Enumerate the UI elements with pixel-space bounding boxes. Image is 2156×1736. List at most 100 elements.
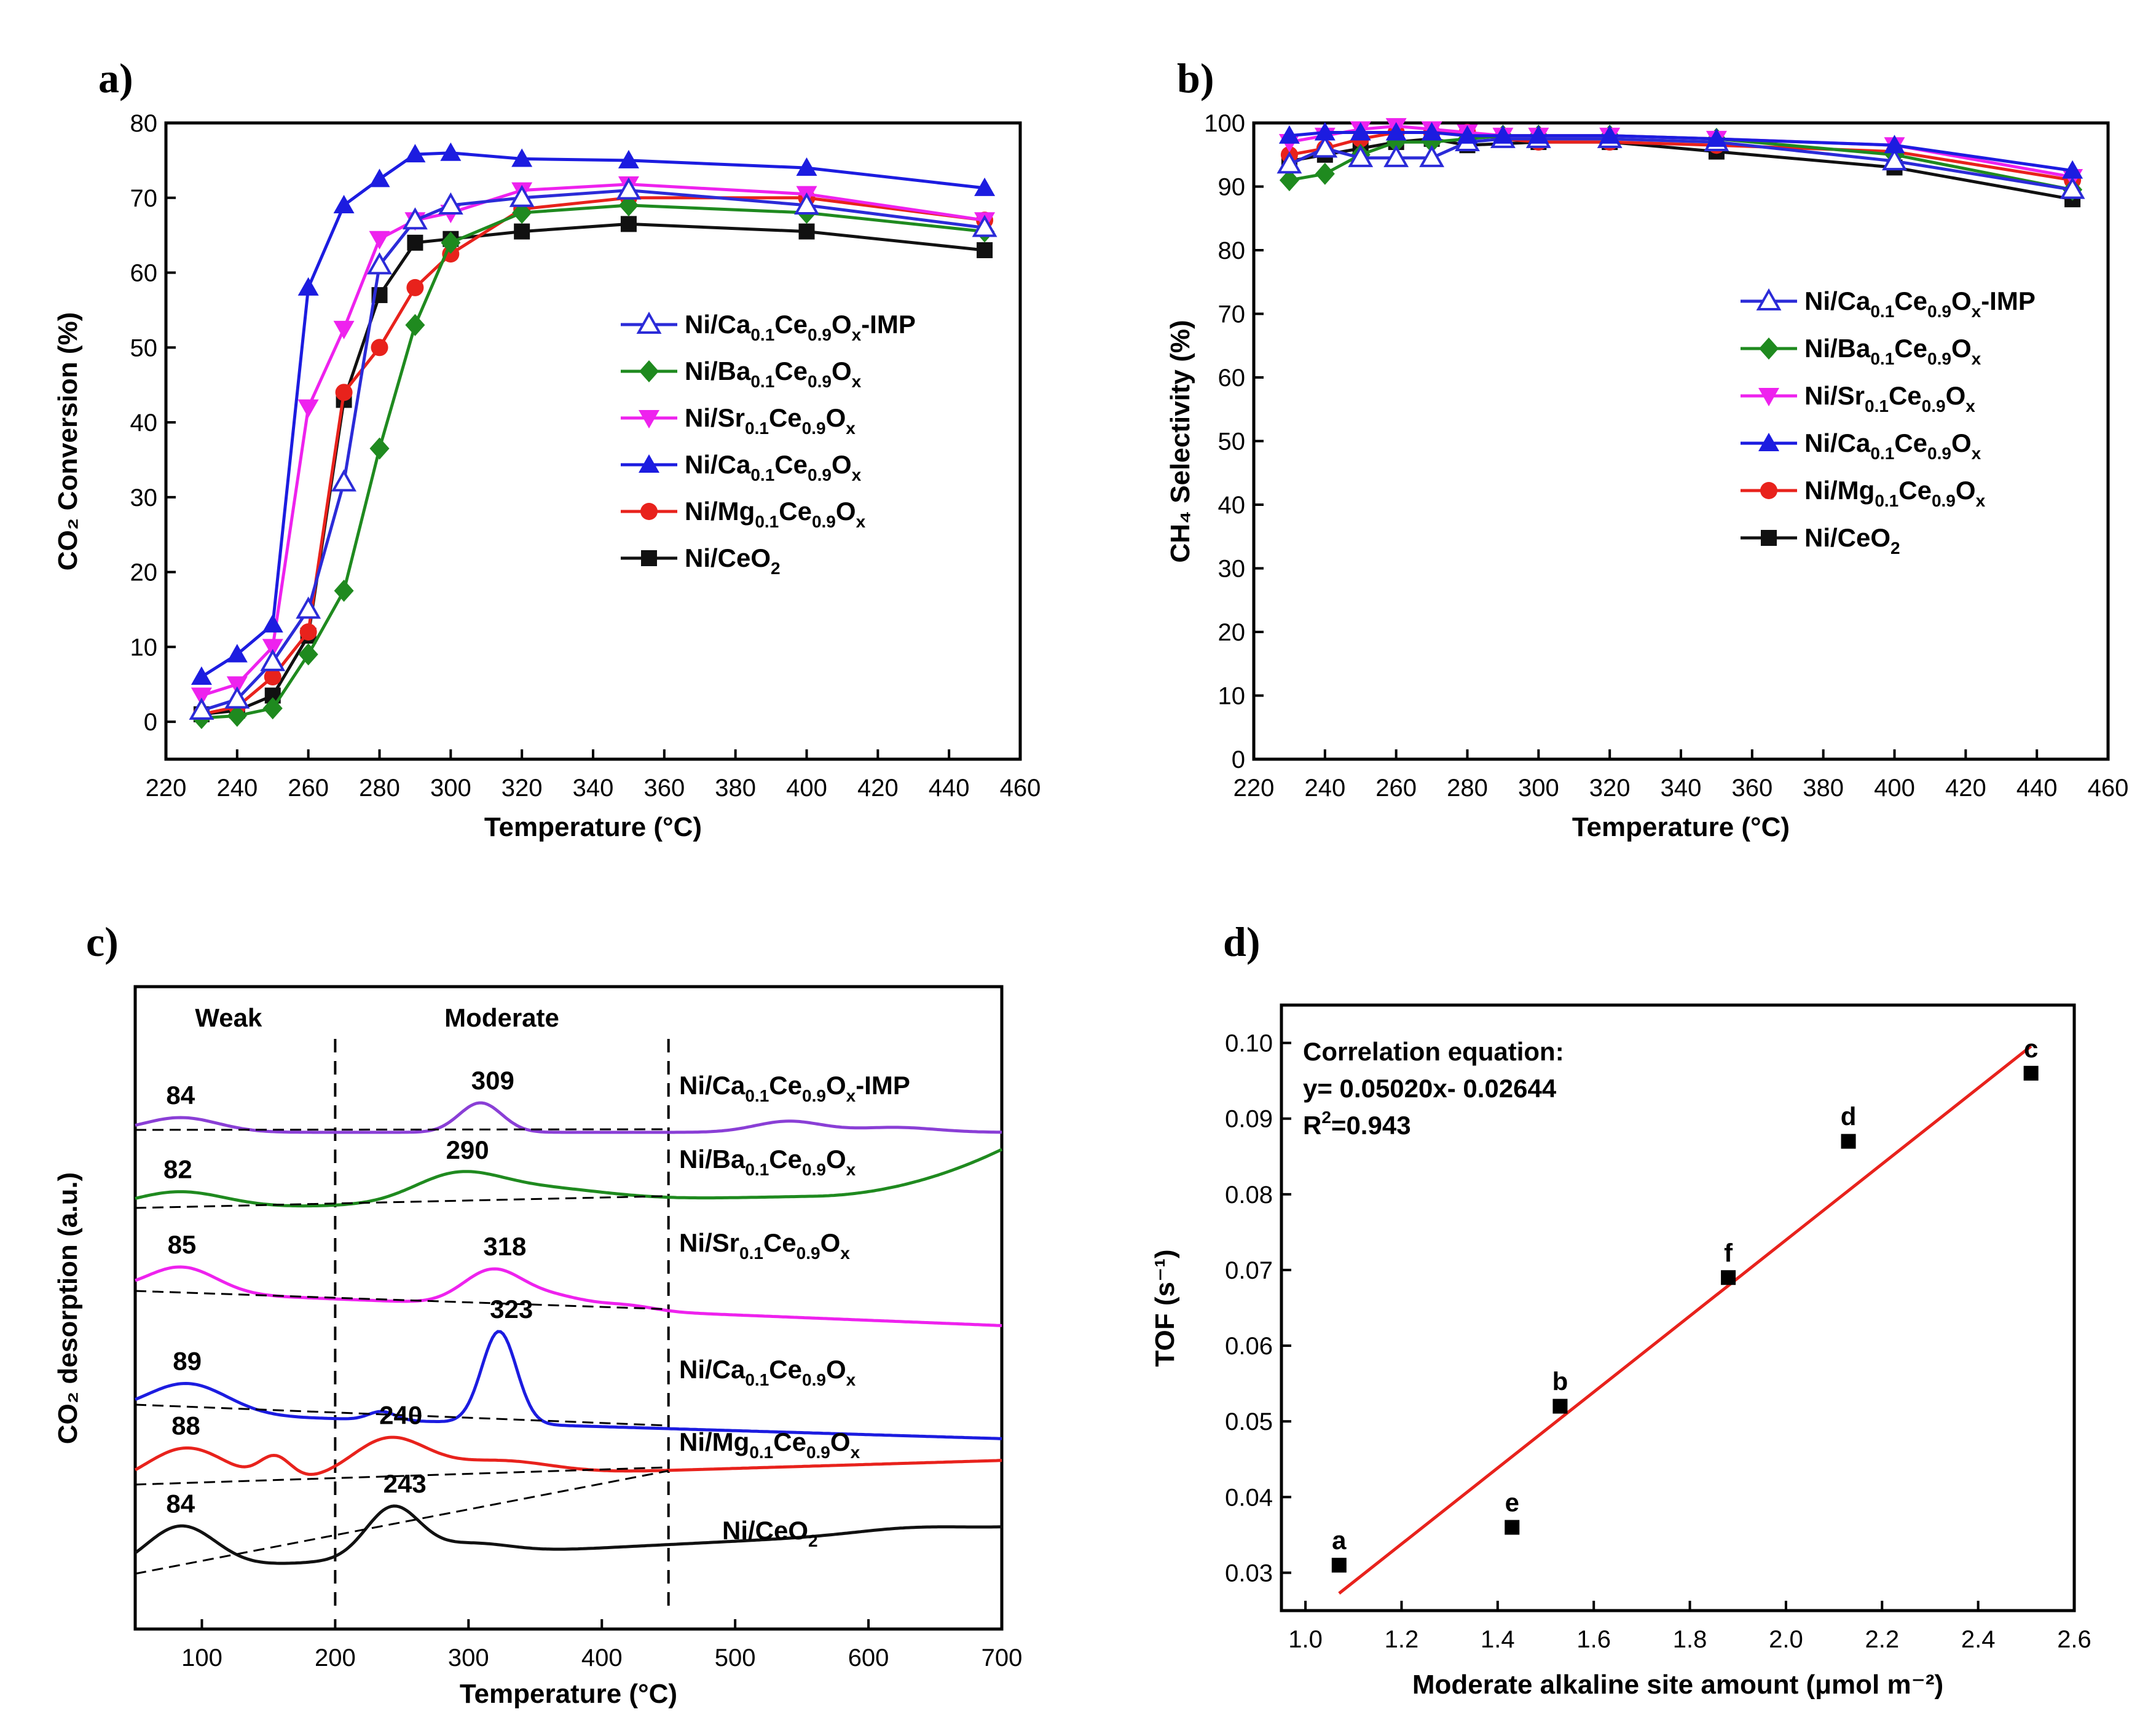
data-point xyxy=(620,216,637,232)
legend-label: Ni/Sr0.1​Ce0.9​Ox​ xyxy=(679,1228,850,1263)
label-part: Ni/CeO xyxy=(722,1516,808,1545)
scatter-point xyxy=(1552,1399,1568,1414)
panel-b-label: b) xyxy=(1177,55,1214,101)
label-part: Ni/Sr xyxy=(1804,381,1865,410)
x-tick-label: 2.6 xyxy=(2057,1626,2091,1653)
subscript: 0.9 xyxy=(802,419,826,438)
baseline xyxy=(135,1128,669,1131)
y-tick-label: 50 xyxy=(1218,428,1246,456)
scatter-point xyxy=(1331,1558,1347,1573)
x-tick-label: 700 xyxy=(982,1644,1023,1671)
data-point xyxy=(264,668,281,686)
data-point xyxy=(1348,144,1374,167)
data-point xyxy=(440,142,462,161)
scatter-point xyxy=(1841,1134,1856,1149)
x-tick-label: 420 xyxy=(857,775,899,802)
data-point xyxy=(402,207,428,230)
panel-d: d) 1.0 1.2 1.4 1.6 1.8 2.0 2.2 2.4 2.6 0.03 0.04 0.… xyxy=(1150,918,2091,1700)
label-part: -IMP xyxy=(856,1071,910,1100)
scatter-point xyxy=(1721,1270,1736,1285)
panel-b-ylabel: CH₄ Selectivity (%) xyxy=(1165,320,1195,562)
legend-label: Ni/Ca0.1​Ce0.9​Ox​-IMP xyxy=(679,1071,910,1105)
data-point xyxy=(798,223,815,240)
y-tick-label: 0 xyxy=(1232,746,1245,773)
subscript: 0.1 xyxy=(749,1443,773,1462)
peak-label: 290 xyxy=(446,1135,489,1164)
label-part: Ni/Ca xyxy=(1804,428,1871,457)
label-part: O xyxy=(1951,286,1972,315)
subscript: 0.9 xyxy=(812,512,836,531)
baseline xyxy=(135,1195,669,1209)
data-point xyxy=(1315,162,1335,185)
panel-d-annotation-line1: Correlation equation: xyxy=(1303,1037,1564,1066)
x-tick-label: 2.4 xyxy=(1961,1626,1996,1653)
label-part: Ni/Ca xyxy=(679,1071,746,1100)
y-tick-label: 70 xyxy=(1218,301,1246,328)
label-part: O xyxy=(1946,381,1966,410)
x-tick-label: 440 xyxy=(2016,775,2058,802)
panel-d-frame xyxy=(1280,1003,2076,1612)
label-part: O xyxy=(1956,476,1976,505)
y-tick-label: 40 xyxy=(130,409,158,436)
subscript: x xyxy=(852,465,862,484)
tpd-curve xyxy=(135,1101,1002,1134)
panel-d-ticks: 1.0 1.2 1.4 1.6 1.8 2.0 2.2 2.4 2.6 0.03 0.04 0.05 0… xyxy=(1225,1030,2091,1653)
x-tick-label: 100 xyxy=(181,1644,222,1671)
data-point xyxy=(1457,125,1478,144)
data-point xyxy=(796,157,817,176)
x-tick-label: 280 xyxy=(1447,775,1488,802)
subscript: 0.9 xyxy=(1927,302,1951,321)
subscript: x xyxy=(846,1370,856,1389)
panel-c: c) 100 200 300 400 500 600 700 Weak Moderate 84… xyxy=(53,918,1022,1709)
y-tick-label: 0.04 xyxy=(1225,1484,1273,1511)
series-line xyxy=(201,183,985,697)
label-part: O xyxy=(1951,428,1972,457)
fit-line xyxy=(1338,1044,2032,1595)
data-point xyxy=(1882,148,1907,171)
panel-b-series xyxy=(1277,118,2085,208)
label-part: Ni/Ca xyxy=(1804,286,1871,315)
panel-c-dividers: Weak Moderate xyxy=(195,1003,670,1611)
label-part: Ce xyxy=(1889,381,1922,410)
label-part: Ce xyxy=(763,1228,797,1257)
subscript: 0.1 xyxy=(745,1160,769,1179)
panel-c-ylabel: CO₂ desorption (a.u.) xyxy=(53,1172,83,1444)
subscript: 0.1 xyxy=(1875,491,1898,510)
point-label: d xyxy=(1841,1102,1857,1131)
peak-label: 89 xyxy=(173,1347,202,1376)
label-part: Ni/CeO xyxy=(1804,523,1890,552)
label-part: O xyxy=(830,1427,851,1456)
label-part: O xyxy=(832,310,852,339)
point-label: e xyxy=(1505,1488,1519,1517)
panel-c-frame xyxy=(133,985,1004,1631)
series-line xyxy=(201,222,985,716)
x-tick-label: 1.0 xyxy=(1288,1626,1323,1653)
data-point xyxy=(1528,125,1549,144)
legend-label: Ni/Ba0.1​Ce0.9​Ox​ xyxy=(1804,334,1981,368)
point-label: f xyxy=(1724,1238,1733,1267)
panel-b-frame xyxy=(1252,121,2110,761)
x-tick-label: 420 xyxy=(1945,775,1986,802)
label-part: Ni/Ba xyxy=(685,357,751,385)
legend-label: Ni/Sr0.1​Ce0.9​Ox​ xyxy=(685,403,856,438)
subscript: 0.1 xyxy=(755,512,779,531)
panel-c-series: 84309Ni/Ca0.1​Ce0.9​Ox​-IMP82290Ni/Ba0.1… xyxy=(134,1066,1003,1575)
label-part: Ce xyxy=(774,357,808,385)
x-tick-label: 600 xyxy=(848,1644,889,1671)
label-part: Ce xyxy=(774,450,808,479)
label-part: Ce xyxy=(769,1071,802,1100)
x-tick-label: 1.4 xyxy=(1481,1626,1515,1653)
subscript: 0.1 xyxy=(750,325,774,344)
y-tick-label: 20 xyxy=(1218,619,1246,646)
label-part: Ni/Sr xyxy=(685,403,745,432)
label-part: Ce xyxy=(1894,286,1927,315)
peak-label: 309 xyxy=(471,1066,514,1095)
subscript: x xyxy=(856,512,866,531)
label-part: Ce xyxy=(769,403,802,432)
x-tick-label: 360 xyxy=(1731,775,1772,802)
data-point xyxy=(1314,122,1336,141)
label-part: -IMP xyxy=(861,310,916,339)
subscript: 0.9 xyxy=(808,465,832,484)
y-tick-label: 70 xyxy=(130,185,158,212)
